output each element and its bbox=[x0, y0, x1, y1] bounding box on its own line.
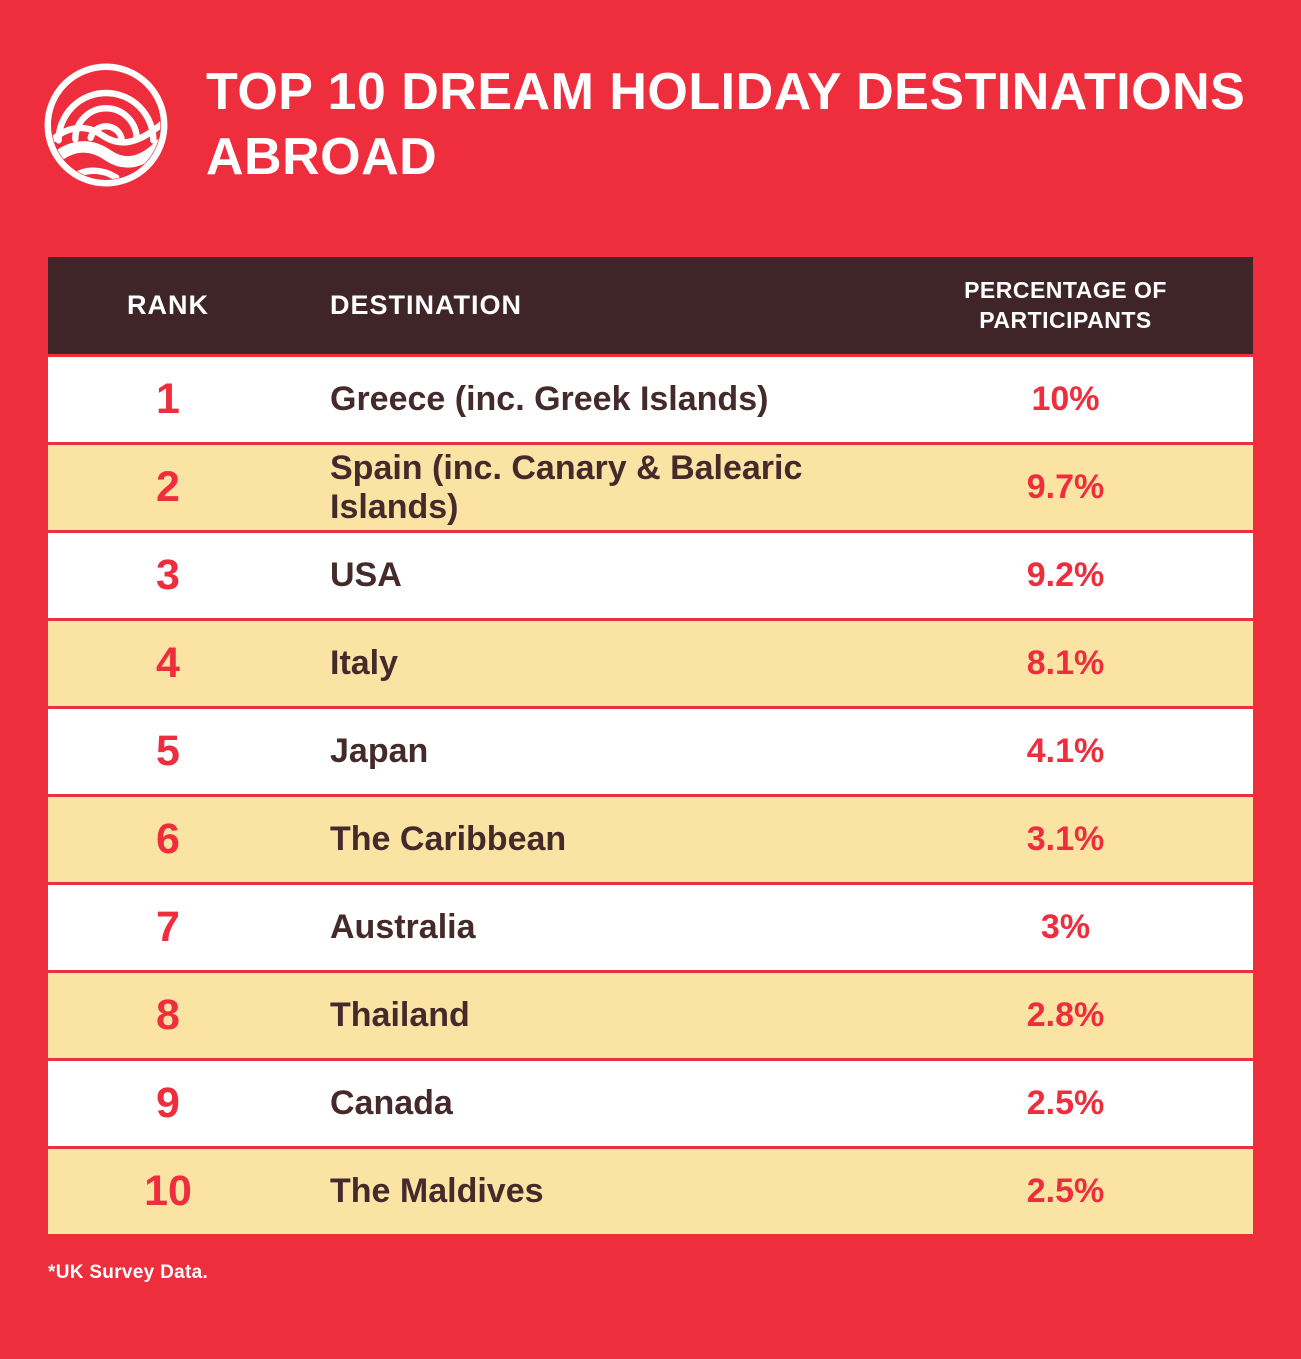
destination-cell: Italy bbox=[330, 644, 399, 682]
percentage-cell: 2.5% bbox=[1026, 1172, 1105, 1210]
table-body: 1 Greece (inc. Greek Islands) 10% 2 Spai… bbox=[48, 354, 1253, 1234]
rank-cell: 5 bbox=[156, 727, 180, 775]
destination-cell: Spain (inc. Canary & Balearic Islands) bbox=[330, 448, 803, 526]
percentage-cell: 2.8% bbox=[1026, 996, 1105, 1034]
column-header-percentage: PERCENTAGE OF PARTICIPANTS bbox=[878, 276, 1253, 336]
table-row: 6 The Caribbean 3.1% bbox=[48, 794, 1253, 882]
brand-header: TOP 10 DREAM HOLIDAY DESTINATIONS ABROAD bbox=[0, 0, 1301, 190]
table-row: 8 Thailand 2.8% bbox=[48, 970, 1253, 1058]
table-row: 10 The Maldives 2.5% bbox=[48, 1146, 1253, 1234]
table-row: 4 Italy 8.1% bbox=[48, 618, 1253, 706]
percentage-cell: 3.1% bbox=[1026, 820, 1105, 858]
destination-cell: Greece (inc. Greek Islands) bbox=[330, 380, 769, 418]
table-row: 9 Canada 2.5% bbox=[48, 1058, 1253, 1146]
rank-cell: 8 bbox=[156, 991, 180, 1039]
table-row: 3 USA 9.2% bbox=[48, 530, 1253, 618]
table-header-row: RANK DESTINATION PERCENTAGE OF PARTICIPA… bbox=[48, 257, 1253, 354]
sun-over-waves-logo-icon bbox=[44, 63, 168, 187]
percentage-cell: 3% bbox=[1040, 908, 1091, 946]
percentage-cell: 2.5% bbox=[1026, 1084, 1105, 1122]
percentage-cell: 10% bbox=[1031, 380, 1100, 418]
column-header-destination: DESTINATION bbox=[330, 290, 522, 320]
table-row: 2 Spain (inc. Canary & Balearic Islands)… bbox=[48, 442, 1253, 530]
destination-cell: Japan bbox=[330, 732, 429, 770]
percentage-cell: 4.1% bbox=[1026, 732, 1105, 770]
percentage-cell: 9.2% bbox=[1026, 556, 1105, 594]
destination-cell: Thailand bbox=[330, 996, 470, 1034]
destination-cell: The Maldives bbox=[330, 1172, 544, 1210]
page-title-line-1: TOP 10 DREAM HOLIDAY DESTINATIONS bbox=[206, 63, 1246, 121]
column-header-percentage-label: PERCENTAGE OF PARTICIPANTS bbox=[964, 276, 1167, 333]
footnote: *UK Survey Data. bbox=[48, 1262, 209, 1283]
table-row: 5 Japan 4.1% bbox=[48, 706, 1253, 794]
destination-cell: The Caribbean bbox=[330, 820, 567, 858]
rank-cell: 4 bbox=[156, 639, 180, 687]
rank-cell: 6 bbox=[156, 815, 180, 863]
rank-cell: 7 bbox=[156, 903, 180, 951]
destination-cell: Canada bbox=[330, 1084, 453, 1122]
destination-cell: Australia bbox=[330, 908, 476, 946]
page-title-line-2: ABROAD bbox=[206, 128, 438, 186]
page-title: TOP 10 DREAM HOLIDAY DESTINATIONS ABROAD bbox=[206, 60, 1245, 190]
table-row: 1 Greece (inc. Greek Islands) 10% bbox=[48, 354, 1253, 442]
column-header-rank: RANK bbox=[127, 290, 209, 320]
table-row: 7 Australia 3% bbox=[48, 882, 1253, 970]
rank-cell: 2 bbox=[156, 463, 180, 511]
percentage-cell: 8.1% bbox=[1026, 644, 1105, 682]
rank-cell: 10 bbox=[144, 1167, 192, 1215]
destinations-table: RANK DESTINATION PERCENTAGE OF PARTICIPA… bbox=[48, 257, 1253, 1234]
rank-cell: 3 bbox=[156, 551, 180, 599]
percentage-cell: 9.7% bbox=[1026, 468, 1105, 506]
rank-cell: 9 bbox=[156, 1079, 180, 1127]
destination-cell: USA bbox=[330, 556, 402, 594]
rank-cell: 1 bbox=[156, 375, 180, 423]
